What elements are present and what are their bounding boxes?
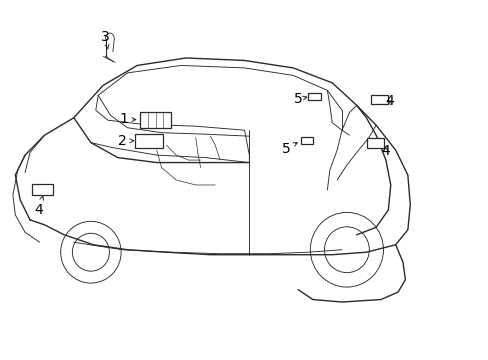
FancyBboxPatch shape bbox=[300, 137, 313, 144]
Text: 5: 5 bbox=[281, 142, 297, 156]
FancyBboxPatch shape bbox=[135, 134, 163, 148]
Text: 3: 3 bbox=[101, 30, 110, 49]
FancyBboxPatch shape bbox=[307, 93, 320, 100]
FancyBboxPatch shape bbox=[370, 95, 387, 104]
FancyBboxPatch shape bbox=[366, 138, 384, 148]
Text: 5: 5 bbox=[293, 92, 306, 106]
Text: 4: 4 bbox=[34, 196, 43, 217]
Polygon shape bbox=[15, 58, 409, 255]
Text: 4: 4 bbox=[381, 144, 389, 158]
Text: 1: 1 bbox=[119, 112, 136, 126]
Text: 4: 4 bbox=[385, 94, 393, 108]
Text: 2: 2 bbox=[118, 134, 133, 148]
FancyBboxPatch shape bbox=[32, 184, 53, 195]
FancyBboxPatch shape bbox=[140, 112, 171, 128]
